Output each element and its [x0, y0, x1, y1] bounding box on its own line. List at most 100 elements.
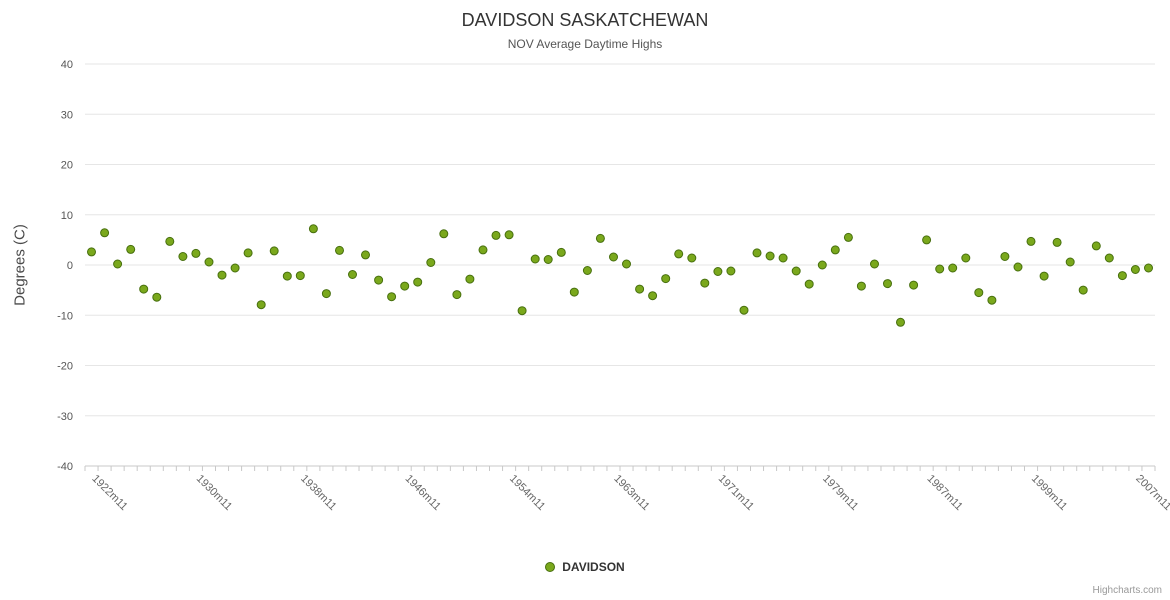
legend-marker-icon: [545, 562, 556, 572]
data-point[interactable]: [87, 247, 96, 257]
data-point[interactable]: [413, 277, 423, 287]
data-point[interactable]: [152, 292, 162, 302]
data-point[interactable]: [308, 224, 318, 234]
data-point[interactable]: [817, 260, 827, 270]
x-axis-tick-label: 1946m11: [403, 473, 443, 513]
highcharts-credit[interactable]: Highcharts.com: [1092, 585, 1162, 596]
data-point[interactable]: [582, 266, 592, 275]
data-point[interactable]: [648, 291, 658, 301]
data-point[interactable]: [452, 290, 462, 300]
data-point[interactable]: [348, 270, 357, 279]
data-point[interactable]: [465, 274, 475, 284]
data-point[interactable]: [791, 266, 801, 276]
data-point[interactable]: [191, 248, 201, 258]
data-point[interactable]: [400, 281, 410, 291]
data-point[interactable]: [948, 263, 958, 273]
y-axis-tick-label: 40: [61, 59, 73, 71]
data-point[interactable]: [778, 253, 788, 263]
x-axis-tick-label: 1922m11: [89, 473, 129, 513]
data-point[interactable]: [243, 248, 253, 258]
data-point[interactable]: [556, 247, 566, 257]
data-point[interactable]: [661, 274, 671, 284]
data-point[interactable]: [700, 278, 710, 288]
y-axis-tick-label: 0: [67, 260, 73, 272]
data-point[interactable]: [1039, 271, 1049, 281]
data-point[interactable]: [361, 250, 370, 260]
data-point[interactable]: [217, 270, 227, 280]
data-point[interactable]: [1130, 265, 1140, 274]
data-point[interactable]: [204, 257, 214, 267]
data-point[interactable]: [935, 264, 945, 274]
data-point[interactable]: [883, 279, 892, 289]
y-axis-tick-label: -10: [57, 310, 73, 322]
data-point[interactable]: [321, 289, 331, 299]
data-point[interactable]: [1026, 236, 1036, 246]
y-axis-tick-label: -40: [57, 461, 73, 473]
data-point[interactable]: [909, 280, 919, 290]
data-point[interactable]: [987, 295, 997, 305]
data-point[interactable]: [804, 279, 814, 289]
data-point[interactable]: [100, 228, 110, 238]
data-point[interactable]: [922, 235, 932, 245]
data-point[interactable]: [439, 229, 449, 239]
data-point[interactable]: [765, 251, 775, 261]
data-point[interactable]: [622, 259, 631, 269]
data-point[interactable]: [543, 255, 553, 264]
data-point[interactable]: [609, 252, 618, 262]
data-point[interactable]: [635, 284, 645, 294]
data-point[interactable]: [282, 271, 292, 281]
data-point[interactable]: [1000, 252, 1010, 261]
data-point[interactable]: [674, 249, 684, 259]
x-axis-tick-label: 1971m11: [716, 473, 756, 513]
data-point[interactable]: [595, 233, 605, 243]
data-point[interactable]: [113, 259, 123, 269]
data-point[interactable]: [230, 263, 240, 273]
data-point[interactable]: [256, 300, 266, 310]
data-point[interactable]: [961, 253, 971, 263]
data-point[interactable]: [165, 236, 175, 246]
data-point[interactable]: [687, 253, 697, 263]
data-point[interactable]: [491, 230, 501, 240]
data-point[interactable]: [269, 246, 279, 256]
legend-label: DAVIDSON: [562, 560, 625, 574]
data-point[interactable]: [517, 306, 527, 316]
data-point[interactable]: [1078, 285, 1088, 295]
data-point[interactable]: [335, 245, 344, 255]
data-point[interactable]: [1052, 237, 1062, 247]
data-point[interactable]: [126, 244, 136, 254]
data-point[interactable]: [843, 232, 853, 242]
data-point[interactable]: [830, 245, 840, 255]
legend-item-davidson[interactable]: DAVIDSON: [0, 560, 1170, 574]
data-point[interactable]: [295, 271, 305, 281]
data-point[interactable]: [713, 267, 723, 276]
data-point[interactable]: [739, 305, 749, 315]
data-point[interactable]: [504, 230, 514, 240]
data-point[interactable]: [1013, 262, 1023, 272]
data-point[interactable]: [752, 248, 762, 258]
data-point[interactable]: [374, 275, 384, 285]
data-point[interactable]: [387, 292, 397, 302]
data-point[interactable]: [1065, 257, 1075, 267]
data-point[interactable]: [178, 252, 188, 261]
y-axis-tick-label: 30: [61, 109, 73, 121]
data-point[interactable]: [569, 287, 579, 297]
data-point[interactable]: [139, 284, 149, 294]
chart-subtitle: NOV Average Daytime Highs: [507, 37, 663, 51]
data-point[interactable]: [478, 245, 488, 255]
data-point[interactable]: [1117, 271, 1127, 281]
data-point[interactable]: [974, 288, 984, 298]
data-point[interactable]: [1144, 263, 1153, 273]
data-point[interactable]: [1104, 253, 1114, 263]
data-point[interactable]: [726, 266, 736, 276]
data-point[interactable]: [426, 258, 436, 267]
chart-title: DAVIDSON SASKATCHEWAN: [461, 10, 709, 30]
y-axis-tick-label: -30: [57, 411, 73, 423]
x-axis-tick-label: 1999m11: [1029, 473, 1069, 513]
data-point[interactable]: [1091, 241, 1101, 251]
data-point[interactable]: [856, 281, 866, 291]
data-point[interactable]: [530, 254, 540, 264]
scatter-plot-svg: -40 -30 -20 -10 0 10 20 30 40 1922m11 1930m11 1938m…: [57, 59, 1170, 513]
data-point[interactable]: [896, 317, 905, 327]
data-point[interactable]: [870, 259, 879, 269]
